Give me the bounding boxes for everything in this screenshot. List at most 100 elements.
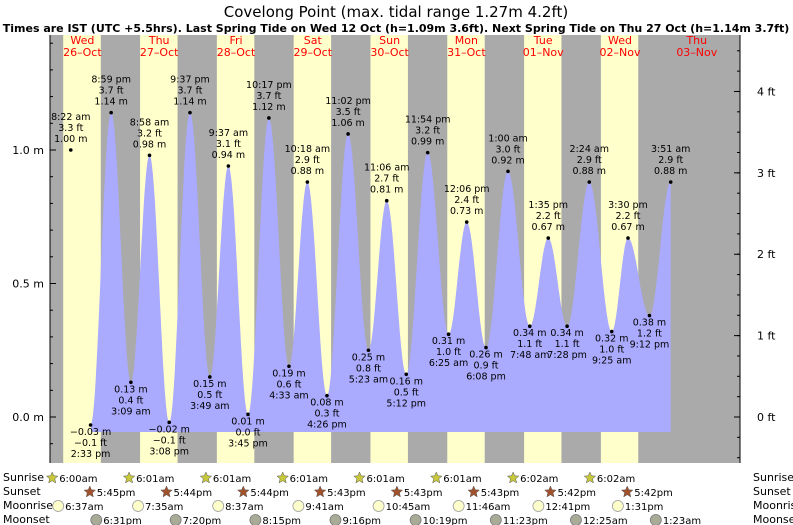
tide-label: 2.9 ft — [295, 155, 320, 166]
tide-label: 2.4 ft — [454, 195, 479, 206]
tide-area — [91, 112, 671, 432]
tide-label: 0.92 m — [491, 155, 524, 166]
sunrise-time: 6:02am — [520, 474, 558, 485]
sunrise-time: 6:01am — [366, 474, 404, 485]
day-label-date: 28–Oct — [217, 46, 256, 59]
tide-label: 3:51 am — [651, 144, 690, 155]
moonrise-time: 8:37am — [225, 502, 263, 513]
sunset-time: 5:42pm — [557, 488, 596, 499]
sunset-star-icon — [620, 485, 634, 498]
moonrise-icon — [212, 500, 225, 512]
tide-label: 5:23 am — [349, 374, 388, 385]
moonrise-time: 9:41am — [305, 502, 343, 513]
tide-label: 0.01 m — [231, 416, 264, 427]
tide-point — [267, 116, 271, 120]
tide-label: 0.19 m — [272, 368, 305, 379]
tide-point — [446, 332, 451, 337]
tide-point — [208, 375, 212, 379]
daylight-band — [63, 35, 101, 463]
sunrise-star-icon — [45, 471, 59, 484]
left-axis-tick-label: 0.5 m — [12, 278, 44, 291]
tide-point — [565, 324, 569, 329]
tide-label: 1.1 ft — [517, 339, 542, 350]
moonset-icon — [489, 514, 502, 525]
tide-label: 0.0 ft — [235, 427, 260, 438]
tide-label: 10:18 am — [285, 144, 330, 155]
sunrise-star-icon — [429, 471, 443, 484]
tide-point — [626, 236, 630, 240]
row-label-right: Moonrise — [753, 499, 793, 512]
tide-label: 3:45 pm — [228, 438, 268, 449]
day-label-date: 26–Oct — [63, 46, 102, 59]
tide-point — [484, 345, 488, 350]
sunrise-star-icon — [353, 471, 366, 484]
tide-point — [384, 198, 389, 203]
tide-point — [325, 393, 329, 398]
row-label-left: Sunrise — [3, 471, 44, 484]
tide-label: 0.38 m — [633, 318, 666, 329]
sunset-time: 5:43pm — [404, 488, 443, 499]
tide-label: 0.26 m — [469, 350, 502, 361]
moonrise-time: 7:35am — [145, 502, 183, 513]
tide-label: −0.1 ft — [153, 435, 186, 446]
sunrise-time: 6:01am — [136, 474, 174, 485]
day-label-weekday: Fri — [229, 34, 242, 47]
moonset-icon — [570, 514, 582, 525]
row-label-right: Sunrise — [753, 471, 793, 484]
tide-label: 3.2 ft — [415, 126, 440, 137]
moonset-icon — [409, 514, 422, 525]
tide-label: 9:25 am — [592, 356, 631, 367]
moonset-time: 7:20pm — [183, 516, 222, 525]
moonrise-icon — [532, 500, 545, 512]
moonrise-time: 11:46am — [466, 502, 511, 513]
tide-label: 2.2 ft — [536, 211, 561, 222]
chart-subtitle: Times are IST (UTC +5.5hrs). Last Spring… — [3, 22, 789, 35]
tide-label: 0.9 ft — [474, 361, 499, 372]
tide-label: 4:26 pm — [307, 420, 347, 431]
right-axis-tick-label: 4 ft — [757, 85, 776, 98]
tide-point — [546, 236, 551, 240]
tide-label: 4:33 am — [269, 390, 308, 401]
tide-label: 3:30 pm — [608, 200, 648, 211]
tide-label: 3:08 pm — [149, 446, 189, 457]
right-axis-tick-label: 0 ft — [757, 411, 776, 424]
row-label-left: Sunset — [3, 485, 41, 498]
moonrise-time: 10:45am — [386, 502, 431, 513]
tide-label: 3:49 am — [190, 401, 229, 412]
left-axis-tick-label: 0.0 m — [12, 411, 44, 424]
tide-label: 0.15 m — [193, 379, 226, 390]
moonrise-time: 6:37am — [65, 502, 103, 513]
tide-point — [109, 110, 113, 115]
tide-label: 0.32 m — [595, 334, 628, 345]
moonrise-icon — [452, 500, 465, 512]
right-axis-tick-label: 3 ft — [757, 167, 776, 180]
tide-point — [346, 132, 350, 136]
sunset-time: 5:43pm — [481, 488, 520, 499]
tide-label: 8:22 am — [51, 112, 90, 123]
tide-label: −0.03 m — [70, 427, 111, 438]
day-label-weekday: Tue — [533, 34, 553, 47]
tide-point — [647, 313, 652, 318]
tide-label: 12:06 pm — [444, 184, 490, 195]
tide-label: 2:33 pm — [71, 449, 111, 460]
tide-label: 0.3 ft — [314, 409, 339, 420]
tide-label: 3.7 ft — [256, 91, 281, 102]
tide-label: 9:37 am — [209, 128, 248, 139]
tide-label: 0.16 m — [390, 376, 423, 387]
tide-label: 0.73 m — [450, 206, 483, 217]
tide-label: 1.06 m — [331, 118, 364, 129]
tide-label: 0.88 m — [291, 166, 324, 177]
sunset-star-icon — [83, 485, 97, 498]
left-axis-tick-label: 1.0 m — [12, 144, 44, 157]
day-label-date: 29–Oct — [294, 46, 333, 59]
moonset-time: 6:31pm — [103, 516, 142, 525]
tide-label: 3.5 ft — [336, 107, 361, 118]
tide-point — [609, 329, 614, 334]
sunset-star-icon — [160, 485, 173, 498]
sunrise-star-icon — [276, 471, 290, 484]
sunset-star-icon — [390, 485, 404, 498]
moonrise-icon — [52, 500, 65, 512]
